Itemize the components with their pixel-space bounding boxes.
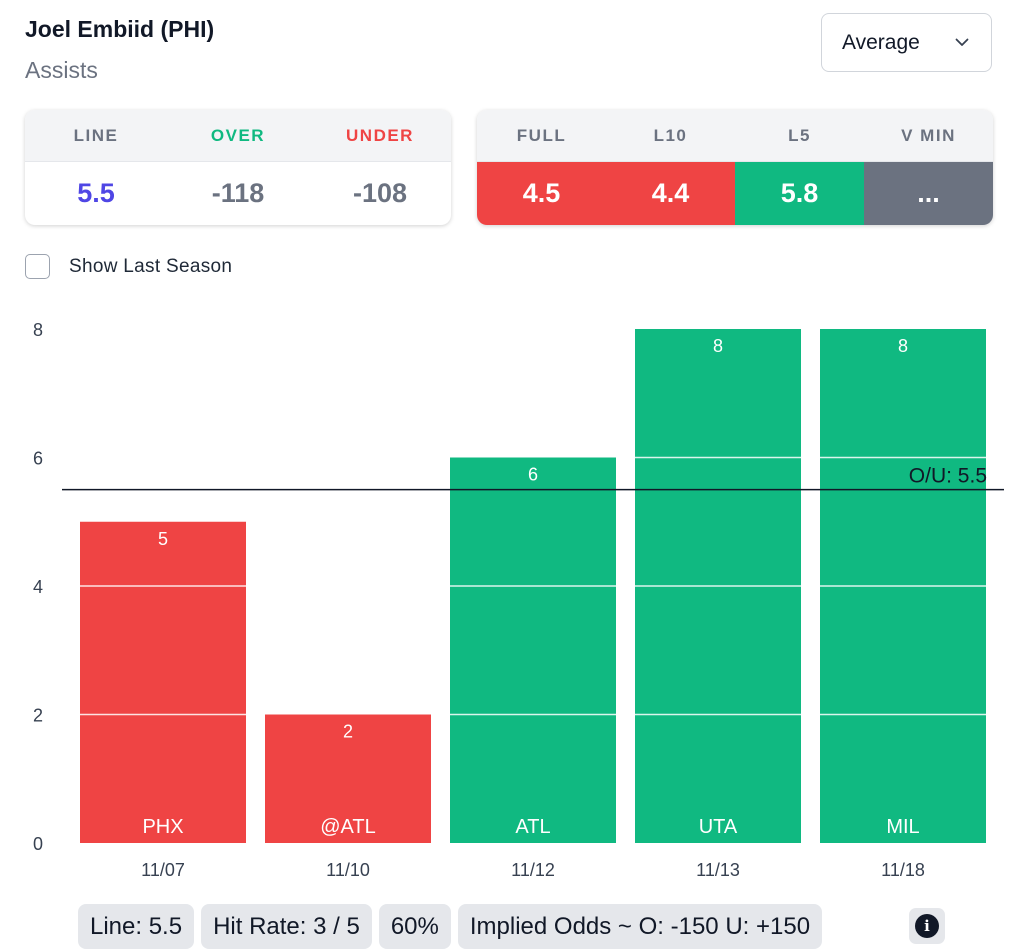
odds-card: LINE OVER UNDER 5.5 -118 -108: [25, 110, 451, 225]
chart-bar[interactable]: [80, 521, 246, 843]
y-tick-label: 6: [33, 449, 43, 469]
show-last-season-label: Show Last Season: [69, 255, 233, 277]
assists-bar-chart: 0 2 4 6 8 5 PHX 11/07 2 @ATL 11/10 6 ATL 11/12 8 UTA 11/…: [33, 320, 1004, 880]
l5-header: L5: [788, 125, 811, 145]
l5-average-value: 5.8: [735, 162, 864, 225]
vmin-header: V MIN: [901, 125, 956, 145]
implied-odds-pill: Implied Odds ~ O: -150 U: +150: [457, 904, 823, 949]
full-average-value: 4.5: [477, 162, 606, 225]
dropdown-selected-value: Average: [842, 30, 920, 54]
bar-opponent-label: @ATL: [320, 816, 376, 838]
line-header: LINE: [73, 125, 119, 145]
y-tick-label: 2: [33, 706, 43, 726]
chart-bar[interactable]: [450, 457, 616, 844]
x-tick-label: 11/18: [881, 860, 925, 880]
averages-card: FULL L10 L5 V MIN 4.5 4.4 5.8 ...: [477, 110, 993, 225]
x-tick-label: 11/07: [141, 860, 185, 880]
bar-opponent-label: ATL: [515, 816, 550, 838]
under-header: UNDER: [346, 125, 414, 145]
over-header: OVER: [210, 125, 266, 145]
full-header: FULL: [516, 125, 567, 145]
x-tick-label: 11/12: [511, 860, 555, 880]
player-name: Joel Embiid (PHI): [25, 16, 215, 42]
bar-value-label: 8: [713, 336, 723, 356]
line-pill: Line: 5.5: [78, 904, 195, 949]
y-tick-label: 4: [33, 577, 43, 597]
info-icon: i: [915, 914, 939, 938]
summary-pills: Line: 5.5 Hit Rate: 3 / 5 60% Implied Od…: [78, 904, 823, 949]
l10-header: L10: [653, 125, 688, 145]
show-last-season-checkbox[interactable]: [25, 254, 50, 279]
vmin-average-value[interactable]: ...: [864, 162, 993, 225]
view-mode-dropdown[interactable]: Average: [821, 13, 992, 72]
bar-value-label: 6: [528, 465, 538, 485]
line-value: 5.5: [77, 178, 115, 208]
bar-opponent-label: UTA: [699, 816, 738, 838]
y-tick-label: 8: [33, 320, 43, 340]
hit-rate-pill: Hit Rate: 3 / 5: [201, 904, 372, 949]
y-tick-label: 0: [33, 834, 43, 854]
bar-value-label: 2: [343, 722, 353, 742]
show-last-season-toggle[interactable]: Show Last Season: [25, 254, 232, 279]
chart-bar[interactable]: [265, 714, 431, 844]
under-odds-value: -108: [352, 178, 408, 208]
stat-name: Assists: [25, 57, 98, 83]
x-tick-label: 11/13: [696, 860, 740, 880]
x-tick-label: 11/10: [326, 860, 370, 880]
info-button[interactable]: i: [909, 908, 945, 944]
hit-percent-pill: 60%: [378, 904, 451, 949]
over-odds-value: -118: [211, 178, 265, 208]
bar-opponent-label: MIL: [886, 816, 919, 838]
bar-value-label: 8: [898, 336, 908, 356]
bar-opponent-label: PHX: [142, 816, 183, 838]
bar-value-label: 5: [158, 529, 168, 549]
chevron-down-icon: [955, 38, 969, 46]
over-under-label: O/U: 5.5: [909, 465, 987, 488]
l10-average-value: 4.4: [606, 162, 735, 225]
